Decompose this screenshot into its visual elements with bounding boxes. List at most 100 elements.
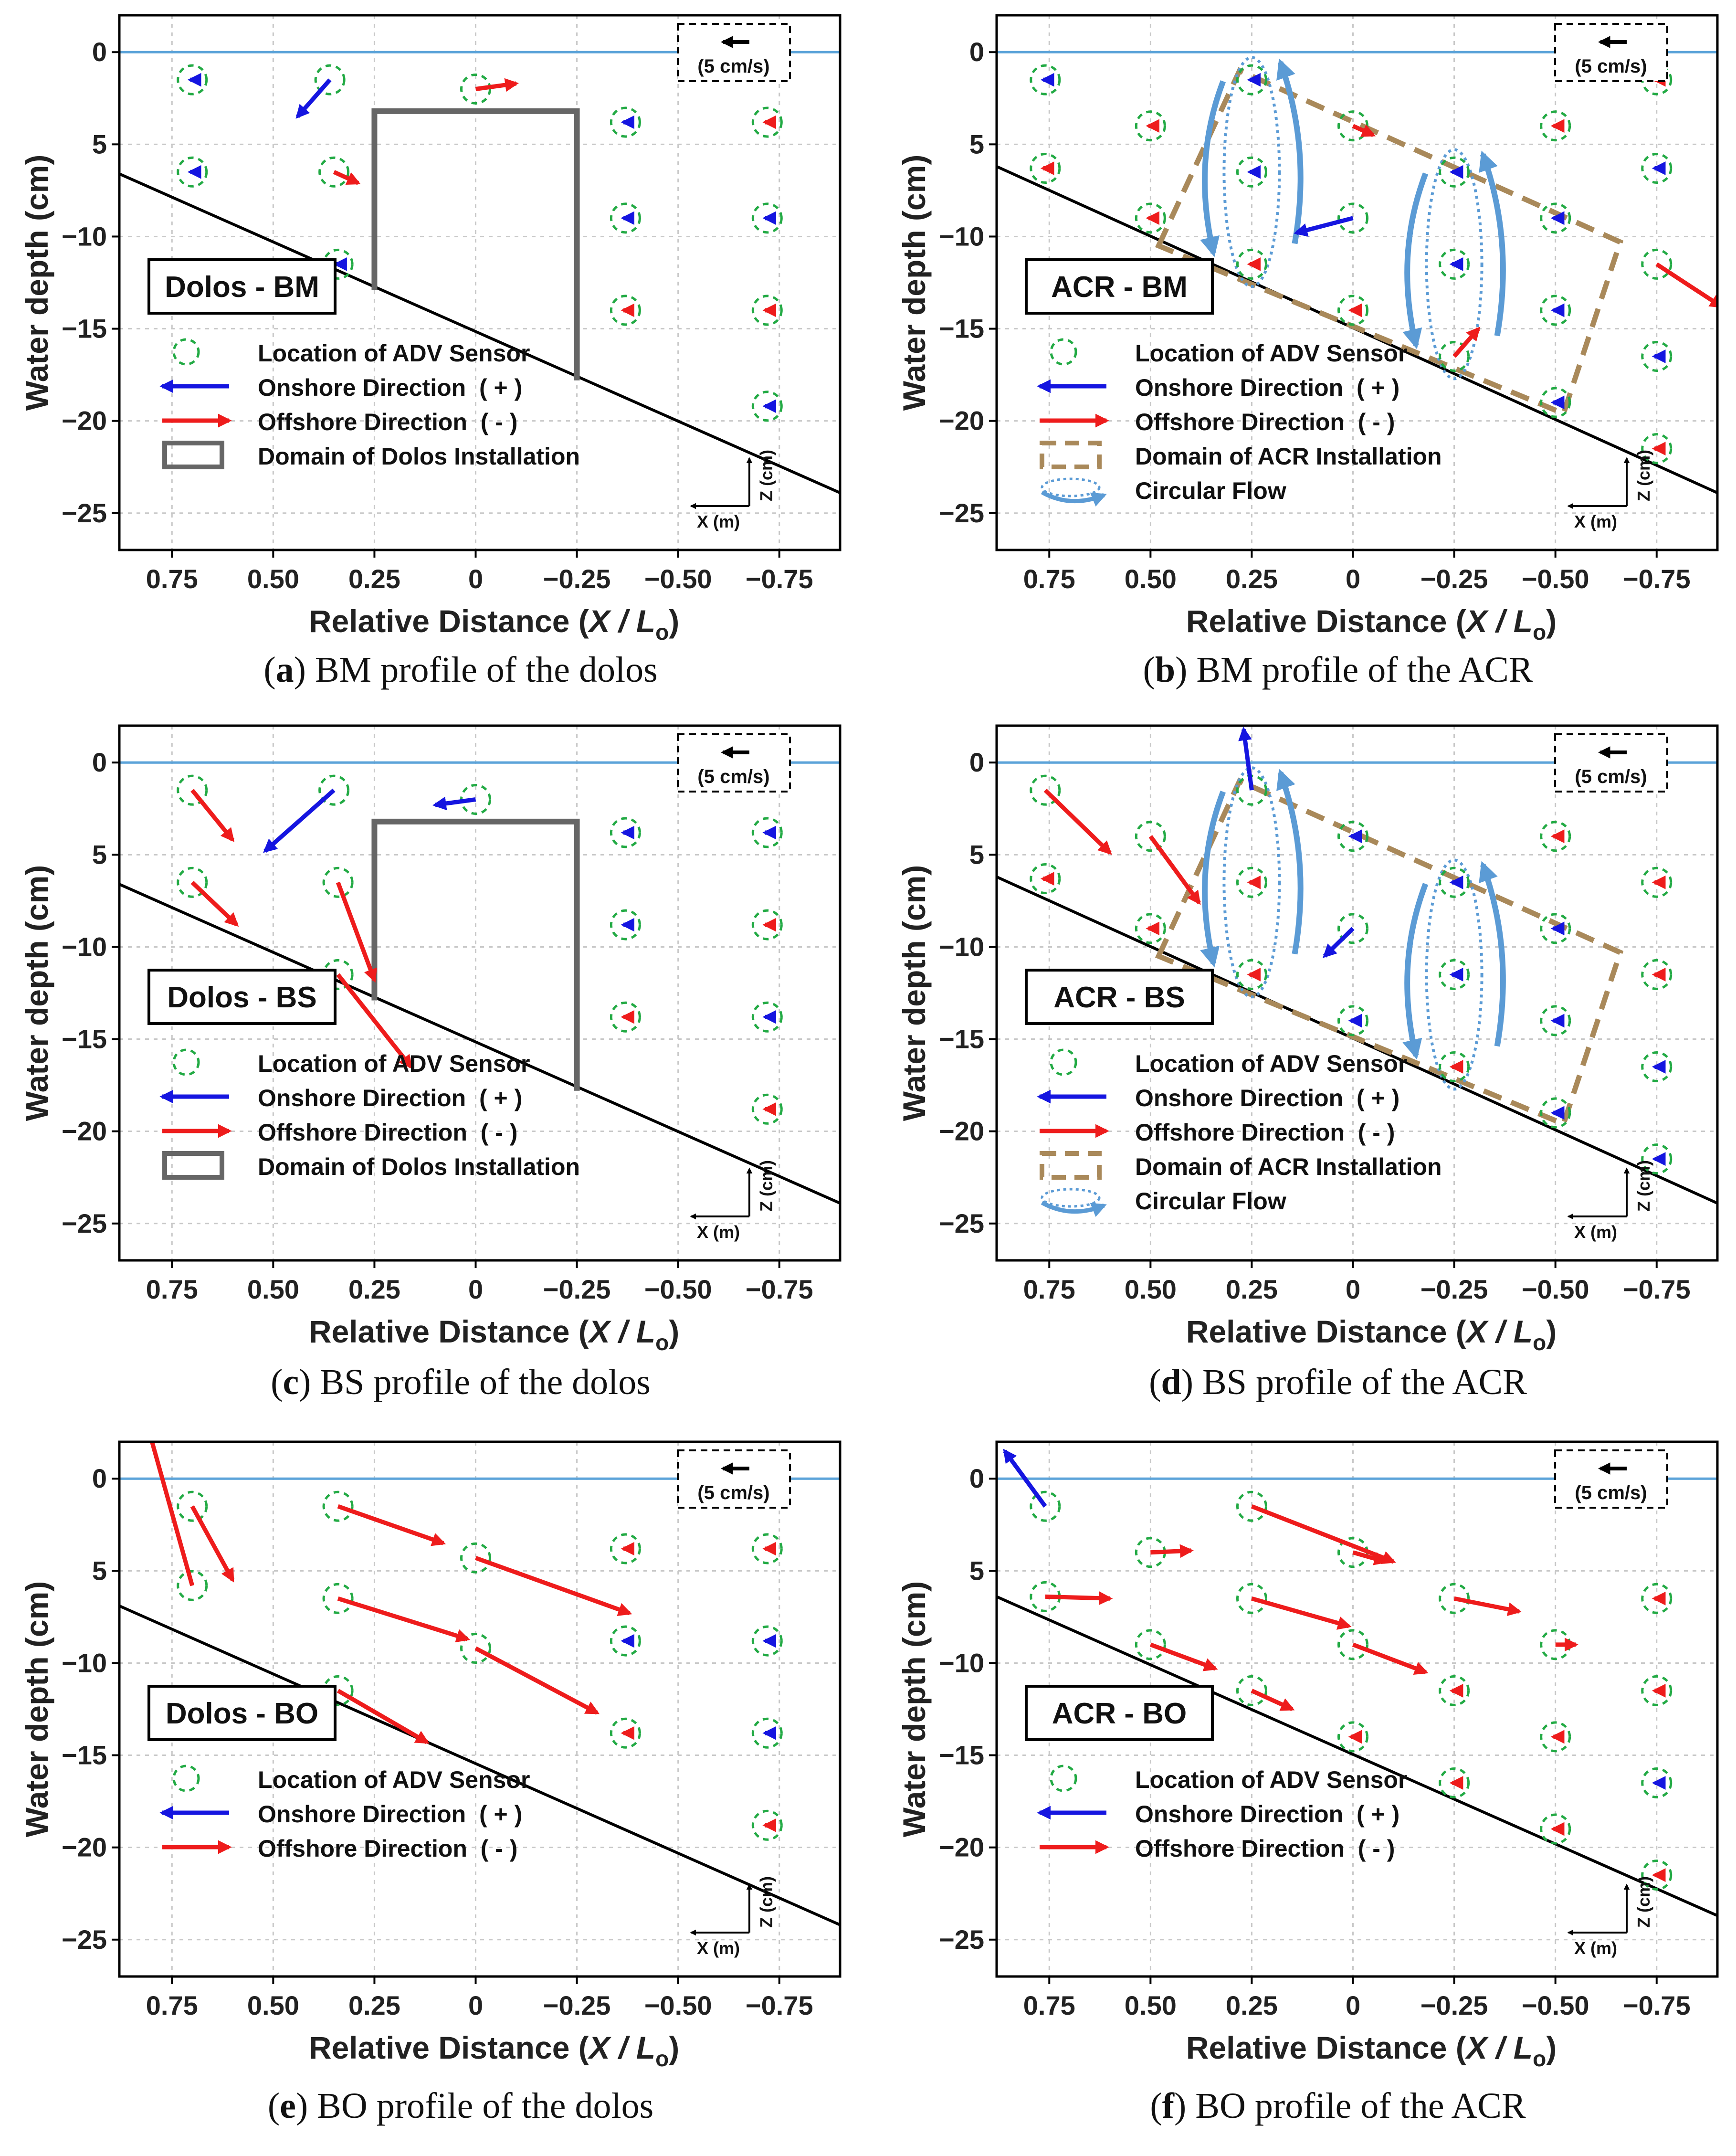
legend-sensor-label: Location of ADV Sensor — [258, 1050, 530, 1077]
scale-box — [677, 23, 791, 82]
adv-sensor — [318, 156, 350, 188]
x-tick-label: 0.50 — [1125, 1274, 1177, 1304]
x-tick-label: −0.25 — [1420, 564, 1488, 594]
y-tick-label: −15 — [62, 1740, 107, 1770]
scale-reference: (5 cm/s) — [1554, 1449, 1668, 1509]
x-axis-label: X (m) — [697, 1222, 740, 1242]
x-axis-title-part: / L — [610, 2030, 655, 2065]
x-axis-title-part: ) — [669, 2030, 679, 2065]
z-axis-label: Z (cm) — [757, 450, 776, 501]
circular-flow-arrow-down — [1402, 883, 1429, 1060]
panel-a: 0.75 0.50 0.25 0 −0.25 −0.50 −0.75 0 5 −10 −15 −20 −… — [19, 14, 842, 690]
adv-sensor — [1540, 295, 1571, 326]
caption-letter: f — [1162, 2086, 1174, 2126]
adv-sensor — [1540, 913, 1571, 944]
caption: (d) BS profile of the ACR — [1149, 1362, 1527, 1402]
adv-sensor — [1641, 1143, 1673, 1175]
seabed-line — [119, 883, 840, 1205]
velocity-vector-onshore — [1294, 216, 1354, 237]
velocity-vector-offshore — [475, 78, 519, 92]
x-tick-label: 0 — [1346, 1274, 1360, 1304]
plot-content — [997, 727, 1717, 1205]
circular-flow — [1200, 56, 1304, 288]
adv-sensor — [314, 64, 346, 95]
velocity-vector-onshore — [432, 796, 476, 811]
legend-onshore-label: Onshore Direction ( + ) — [258, 374, 522, 401]
adv-sensor — [1540, 1813, 1571, 1845]
legend-dolos-symbol — [162, 441, 224, 469]
x-axis-title: Relative Distance (X / Lo) — [1186, 2030, 1557, 2071]
x-tick-label: −0.25 — [1420, 1990, 1488, 2020]
x-axis-label: X (m) — [1574, 1222, 1617, 1242]
profile-label-box — [1025, 969, 1214, 1025]
scale-box — [677, 1449, 791, 1509]
legend-sensor-label: Location of ADV Sensor — [1135, 1050, 1407, 1077]
x-tick-label: 0.75 — [1023, 1990, 1075, 2020]
profile-label-text: Dolos - BS — [167, 981, 316, 1014]
legend-onshore-label: Onshore Direction ( + ) — [1135, 1801, 1399, 1828]
scale-reference: (5 cm/s) — [1554, 23, 1668, 82]
legend-offshore-label: Offshore Direction ( - ) — [258, 1119, 517, 1146]
axis-orientation: X (m) Z (cm) — [690, 1160, 776, 1242]
y-axis-title: Water depth (cm) — [896, 155, 932, 411]
velocity-vector-offshore — [336, 973, 413, 1069]
adv-sensor — [1641, 248, 1673, 280]
legend-sensor-label: Location of ADV Sensor — [258, 340, 530, 367]
velocity-vector-offshore — [336, 881, 377, 983]
adv-sensor — [177, 1570, 208, 1601]
seabed-line — [119, 172, 840, 495]
circular-flow-arrow-up — [1479, 150, 1506, 337]
velocity-vector-onshore — [1003, 1448, 1047, 1508]
circular-flow — [1402, 858, 1506, 1091]
plot-content — [119, 1442, 840, 1926]
circular-flow-ellipse — [1425, 148, 1483, 380]
adv-sensor — [751, 1093, 783, 1125]
adv-sensor — [1337, 1005, 1369, 1036]
x-axis-title-part: X — [587, 603, 612, 639]
x-axis-title-part: o — [655, 2046, 669, 2071]
y-axis-title: Water depth (cm) — [896, 1581, 932, 1838]
legend-circular-label: Circular Flow — [1135, 1188, 1286, 1215]
y-tick-label: −15 — [939, 1740, 984, 1770]
adv-sensor — [610, 1533, 641, 1564]
legend: Location of ADV Sensor Onshore Direction … — [159, 1765, 530, 1862]
adv-sensor — [1641, 340, 1673, 372]
adv-sensor — [1641, 1767, 1673, 1798]
caption-text: (c) BS profile of the dolos — [271, 1362, 651, 1402]
caption-letter: c — [283, 1362, 299, 1402]
x-axis-title-part: / L — [1487, 2030, 1533, 2065]
legend-acr-label: Domain of ACR Installation — [1135, 443, 1442, 470]
axis-orientation: X (m) Z (cm) — [690, 450, 776, 531]
adv-sensor — [751, 202, 783, 234]
profile-label-text: ACR - BO — [1052, 1697, 1187, 1730]
panel-d: 0.75 0.50 0.25 0 −0.25 −0.50 −0.75 0 5 −10 −15 −20 −… — [896, 724, 1719, 1402]
velocity-vector-offshore — [1149, 1642, 1218, 1671]
velocity-vector-offshore — [1251, 1596, 1352, 1630]
velocity-vector-offshore — [337, 1504, 446, 1546]
y-tick-label: −10 — [62, 221, 107, 251]
x-tick-label: −0.50 — [644, 1990, 712, 2020]
scale-box — [1554, 1449, 1668, 1509]
adv-sensor — [322, 1490, 354, 1522]
scale-reference: (5 cm/s) — [677, 1449, 791, 1509]
x-tick-label: 0.25 — [1226, 564, 1278, 594]
velocity-vector-offshore — [1251, 1504, 1396, 1564]
profile-label-box — [1025, 1685, 1214, 1741]
adv-sensor — [1641, 1860, 1673, 1891]
y-tick-label: 5 — [969, 1555, 984, 1585]
y-tick-label: 0 — [969, 37, 984, 67]
adv-sensor — [610, 106, 641, 138]
seabed-line — [997, 1595, 1717, 1917]
adv-sensor — [1236, 64, 1267, 95]
adv-sensor — [177, 1490, 208, 1522]
caption: (e) BO profile of the dolos — [268, 2086, 653, 2126]
y-tick-label: −10 — [939, 221, 984, 251]
x-axis-title-part: Relative Distance ( — [309, 603, 589, 639]
velocity-vector-offshore — [337, 1596, 471, 1643]
adv-sensor — [751, 1001, 783, 1033]
x-axis-title-part: / L — [1487, 603, 1533, 639]
caption-letter: d — [1161, 1362, 1181, 1402]
adv-sensor — [1540, 1721, 1571, 1753]
adv-sensor — [1236, 867, 1267, 898]
x-axis-title-part: o — [655, 620, 669, 645]
